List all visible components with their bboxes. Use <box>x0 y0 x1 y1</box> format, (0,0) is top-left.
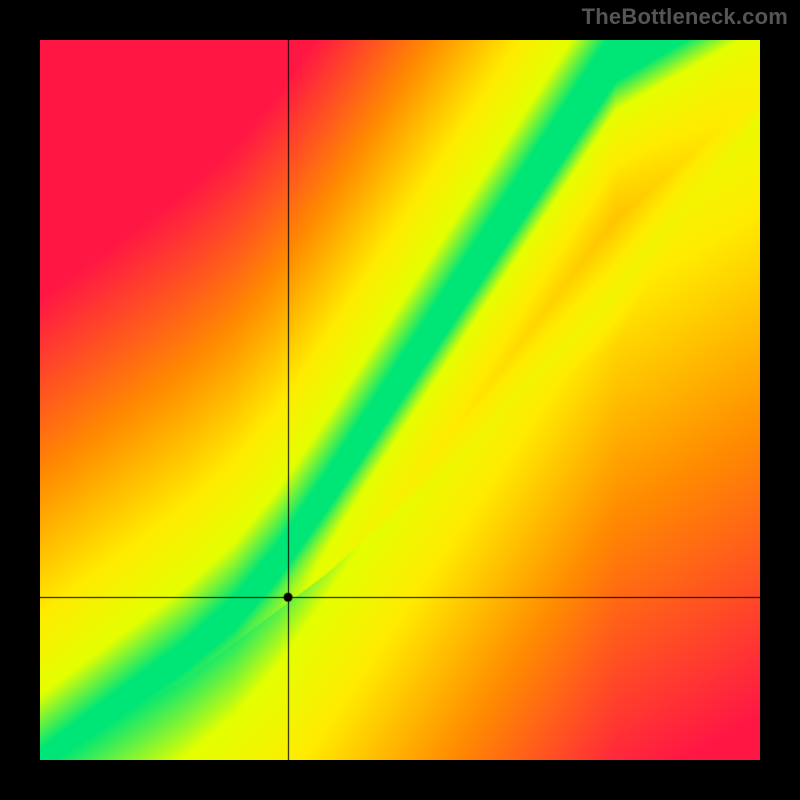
heatmap-canvas <box>40 40 760 760</box>
watermark-text: TheBottleneck.com <box>582 4 788 30</box>
chart-container: TheBottleneck.com <box>0 0 800 800</box>
plot-area <box>40 40 760 760</box>
